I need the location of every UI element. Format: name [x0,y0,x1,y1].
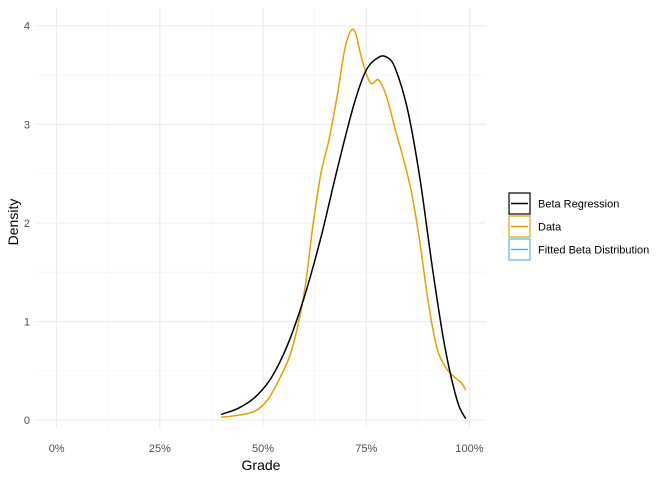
legend-item-beta-regression: Beta Regression [508,192,619,215]
x-tick-label: 0% [49,443,65,455]
grid-minor [36,8,486,428]
legend-label: Beta Regression [538,199,619,211]
y-tick-label: 2 [24,218,30,230]
series-line-beta-regression [221,55,467,419]
series-layer [221,28,467,419]
y-tick-label: 0 [24,415,30,427]
y-axis-title: Density [5,199,21,246]
legend: Beta Regression Data Fitted Beta Distribut… [508,192,649,261]
y-tick-label: 3 [24,119,30,131]
x-tick-labels: 0% 25% 50% 75% 100% [49,443,484,455]
legend-label: Data [538,222,562,234]
legend-label: Fitted Beta Distribution [538,245,649,257]
x-tick-label: 100% [455,443,483,455]
y-tick-labels: 0 1 2 3 4 [24,21,30,427]
x-tick-label: 75% [355,443,377,455]
legend-item-data: Data [508,215,562,238]
y-tick-label: 1 [24,317,30,329]
y-tick-label: 4 [24,21,30,33]
series-line-data [221,28,467,418]
x-tick-label: 25% [149,443,171,455]
x-tick-label: 50% [252,443,274,455]
grid-major [36,8,486,428]
x-axis-title: Grade [242,457,281,473]
legend-item-fitted-beta-distribution: Fitted Beta Distribution [508,238,649,261]
